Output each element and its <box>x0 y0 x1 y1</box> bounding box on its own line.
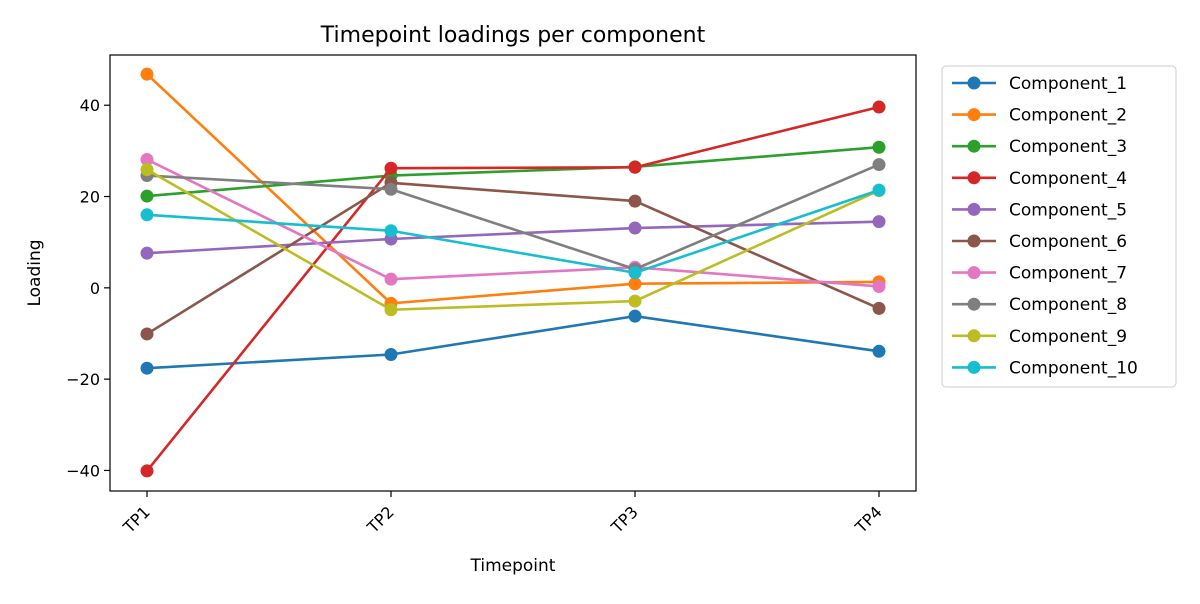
data-point <box>628 294 642 308</box>
data-point <box>140 464 154 478</box>
legend-label: Component_8 <box>1009 295 1127 315</box>
legend: Component_1 Component_2 Component_3 Compone… <box>941 65 1177 388</box>
legend-marker <box>967 329 981 343</box>
y-tick-label: −20 <box>66 370 100 389</box>
y-tick-label: 40 <box>80 96 100 115</box>
data-point <box>872 100 886 114</box>
legend-item: Component_1 <box>952 74 1127 94</box>
y-tick-label: 20 <box>80 188 100 207</box>
y-tick-label: −40 <box>66 461 100 480</box>
data-point <box>140 327 154 341</box>
legend-item: Component_4 <box>952 169 1127 189</box>
data-point <box>384 182 398 196</box>
data-point <box>384 303 398 317</box>
series-line <box>146 314 880 370</box>
legend-item: Component_10 <box>952 358 1138 378</box>
x-axis-label: Timepoint <box>470 556 556 576</box>
series-component-10 <box>140 183 886 280</box>
data-point <box>140 163 154 177</box>
data-point <box>628 221 642 235</box>
data-point <box>872 301 886 315</box>
legend-label: Component_2 <box>1009 106 1127 126</box>
series-line <box>146 163 880 271</box>
y-tick-label: 0 <box>90 279 100 298</box>
series-layer <box>140 67 886 478</box>
data-point <box>384 161 398 175</box>
series-line <box>146 181 880 336</box>
legend-marker <box>967 360 981 374</box>
data-point <box>628 266 642 280</box>
series-component-4 <box>140 100 886 478</box>
legend-marker <box>967 297 981 311</box>
legend-item: Component_8 <box>952 295 1127 315</box>
legend-marker <box>967 108 981 122</box>
legend-frame <box>941 65 1177 388</box>
legend-marker <box>967 171 981 185</box>
data-point <box>140 67 154 81</box>
data-point <box>628 194 642 208</box>
legend-marker <box>967 234 981 248</box>
x-tick-label: TP2 <box>363 502 398 537</box>
series-line <box>146 73 880 305</box>
legend-label: Component_9 <box>1009 327 1127 347</box>
y-axis-label: Loading <box>25 239 45 306</box>
legend-label: Component_3 <box>1009 137 1127 157</box>
legend-item: Component_5 <box>952 200 1127 220</box>
legend-item: Component_6 <box>952 232 1127 252</box>
data-point <box>872 158 886 172</box>
series-line <box>146 188 880 275</box>
x-tick-label: TP1 <box>119 502 154 537</box>
data-point <box>384 347 398 361</box>
series-line <box>146 158 880 288</box>
series-line <box>145 105 880 472</box>
legend-marker <box>967 76 981 90</box>
legend-label: Component_7 <box>1009 264 1127 284</box>
legend-marker <box>967 266 981 280</box>
series-line <box>146 220 880 255</box>
x-tick-label: TP3 <box>607 502 642 537</box>
legend-marker <box>967 202 981 216</box>
x-tick-label: TP4 <box>851 502 886 537</box>
data-point <box>140 246 154 260</box>
data-point <box>384 272 398 286</box>
legend-label: Component_10 <box>1009 358 1138 378</box>
x-axis: TP1 TP2 TP3 TP4 <box>119 491 886 537</box>
data-point <box>872 279 886 293</box>
legend-items: Component_1 Component_2 Component_3 Compone… <box>952 74 1138 378</box>
series-component-1 <box>140 309 886 375</box>
legend-label: Component_6 <box>1009 232 1127 252</box>
data-point <box>140 208 154 222</box>
legend-item: Component_2 <box>952 106 1127 126</box>
data-point <box>872 344 886 358</box>
legend-label: Component_5 <box>1009 200 1127 220</box>
data-point <box>872 183 886 197</box>
legend-item: Component_7 <box>952 264 1127 284</box>
legend-label: Component_4 <box>1009 169 1127 189</box>
data-point <box>628 309 642 323</box>
legend-item: Component_3 <box>952 137 1127 157</box>
chart-title: Timepoint loadings per component <box>320 23 706 48</box>
series-line <box>146 168 880 312</box>
data-point <box>384 224 398 238</box>
series-line <box>146 145 880 198</box>
data-point <box>872 140 886 154</box>
data-point <box>140 153 154 167</box>
data-point <box>628 160 642 174</box>
data-point <box>872 215 886 229</box>
legend-item: Component_9 <box>952 327 1127 347</box>
y-axis: −40 −20 0 20 40 <box>66 96 110 480</box>
data-point <box>140 189 154 203</box>
data-point <box>140 361 154 375</box>
legend-label: Component_1 <box>1009 74 1127 94</box>
legend-marker <box>967 139 981 153</box>
plot-area: −40 −20 0 20 40 TP1 TP2 TP3 TP4 <box>66 54 917 537</box>
data-point <box>628 277 642 291</box>
